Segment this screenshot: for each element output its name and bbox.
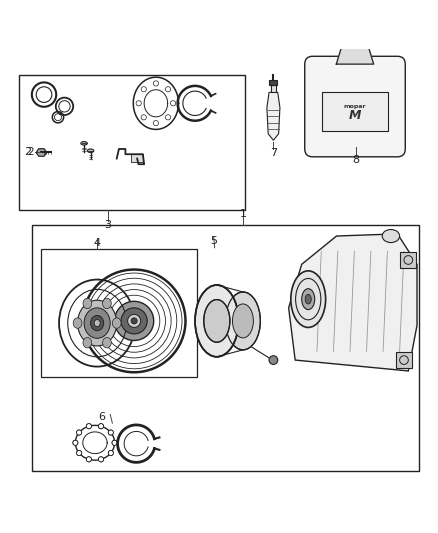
Ellipse shape <box>83 298 92 309</box>
Circle shape <box>108 450 113 456</box>
Circle shape <box>127 314 141 327</box>
Bar <box>19 75 245 210</box>
Ellipse shape <box>81 142 87 145</box>
Circle shape <box>86 424 92 429</box>
Circle shape <box>73 440 78 446</box>
Ellipse shape <box>226 292 260 350</box>
Circle shape <box>112 440 117 446</box>
Ellipse shape <box>113 318 121 328</box>
Text: 3: 3 <box>105 220 112 230</box>
Ellipse shape <box>291 271 325 327</box>
Text: 5: 5 <box>210 236 217 246</box>
Ellipse shape <box>305 294 311 304</box>
Ellipse shape <box>102 298 111 309</box>
Circle shape <box>77 430 82 435</box>
Ellipse shape <box>83 337 92 348</box>
Ellipse shape <box>195 285 239 357</box>
Circle shape <box>77 450 82 456</box>
Ellipse shape <box>94 320 100 327</box>
Text: 8: 8 <box>353 155 360 165</box>
Bar <box>344 37 366 45</box>
Ellipse shape <box>102 337 111 348</box>
Ellipse shape <box>84 308 110 338</box>
Ellipse shape <box>302 289 315 310</box>
Bar <box>271 85 276 92</box>
Ellipse shape <box>204 300 230 342</box>
Text: M: M <box>349 109 361 122</box>
Text: mopar: mopar <box>344 104 366 109</box>
Ellipse shape <box>87 149 94 152</box>
Circle shape <box>115 301 154 341</box>
Ellipse shape <box>73 318 82 328</box>
Polygon shape <box>36 149 47 156</box>
Text: 1: 1 <box>240 209 247 219</box>
Ellipse shape <box>233 304 253 338</box>
Text: 4: 4 <box>94 238 101 247</box>
Ellipse shape <box>91 316 104 330</box>
Ellipse shape <box>382 230 399 243</box>
Polygon shape <box>336 45 374 64</box>
Bar <box>131 154 143 162</box>
Bar <box>396 352 412 368</box>
Polygon shape <box>289 234 417 371</box>
Circle shape <box>131 318 137 324</box>
Text: 2: 2 <box>24 148 31 157</box>
Ellipse shape <box>78 300 117 346</box>
Circle shape <box>86 457 92 462</box>
Bar <box>269 80 277 85</box>
Bar <box>400 252 416 268</box>
Text: 7: 7 <box>270 148 277 158</box>
Bar <box>32 225 419 471</box>
Circle shape <box>99 457 104 462</box>
Bar <box>41 249 197 377</box>
Circle shape <box>269 356 278 365</box>
Bar <box>322 92 388 131</box>
Circle shape <box>108 430 113 435</box>
Circle shape <box>99 424 104 429</box>
Circle shape <box>121 308 147 334</box>
Text: 6: 6 <box>98 411 105 422</box>
FancyBboxPatch shape <box>305 56 405 157</box>
Text: 2: 2 <box>28 148 34 157</box>
Polygon shape <box>267 92 280 140</box>
